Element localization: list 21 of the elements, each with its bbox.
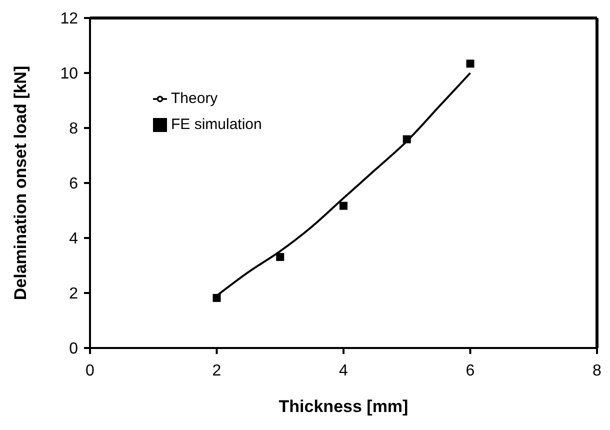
y-tick-label: 8 xyxy=(69,120,78,138)
y-tick-label: 0 xyxy=(69,340,78,358)
y-tick-label: 4 xyxy=(69,230,78,248)
x-tick-label: 0 xyxy=(86,362,95,380)
legend-label: Theory xyxy=(171,90,218,107)
point xyxy=(402,135,411,144)
y-tick-label: 2 xyxy=(69,286,78,303)
y-tick-label: 12 xyxy=(60,10,78,28)
point xyxy=(340,202,348,210)
point xyxy=(276,252,284,261)
x-tick-label: 6 xyxy=(466,362,475,380)
x-tick-label: 8 xyxy=(592,362,602,380)
point xyxy=(212,294,221,302)
y-tick-label: 10 xyxy=(60,66,78,83)
y-tick-label: 6 xyxy=(69,176,78,193)
legend-label: FE simulation xyxy=(171,116,262,133)
x-axis-title: Thickness [mm] xyxy=(278,397,408,416)
point xyxy=(466,60,474,68)
y-axis-title: Delamination onset load [kN] xyxy=(11,66,30,300)
x-tick-label: 2 xyxy=(212,362,222,380)
x-tick-label: 4 xyxy=(339,362,348,380)
